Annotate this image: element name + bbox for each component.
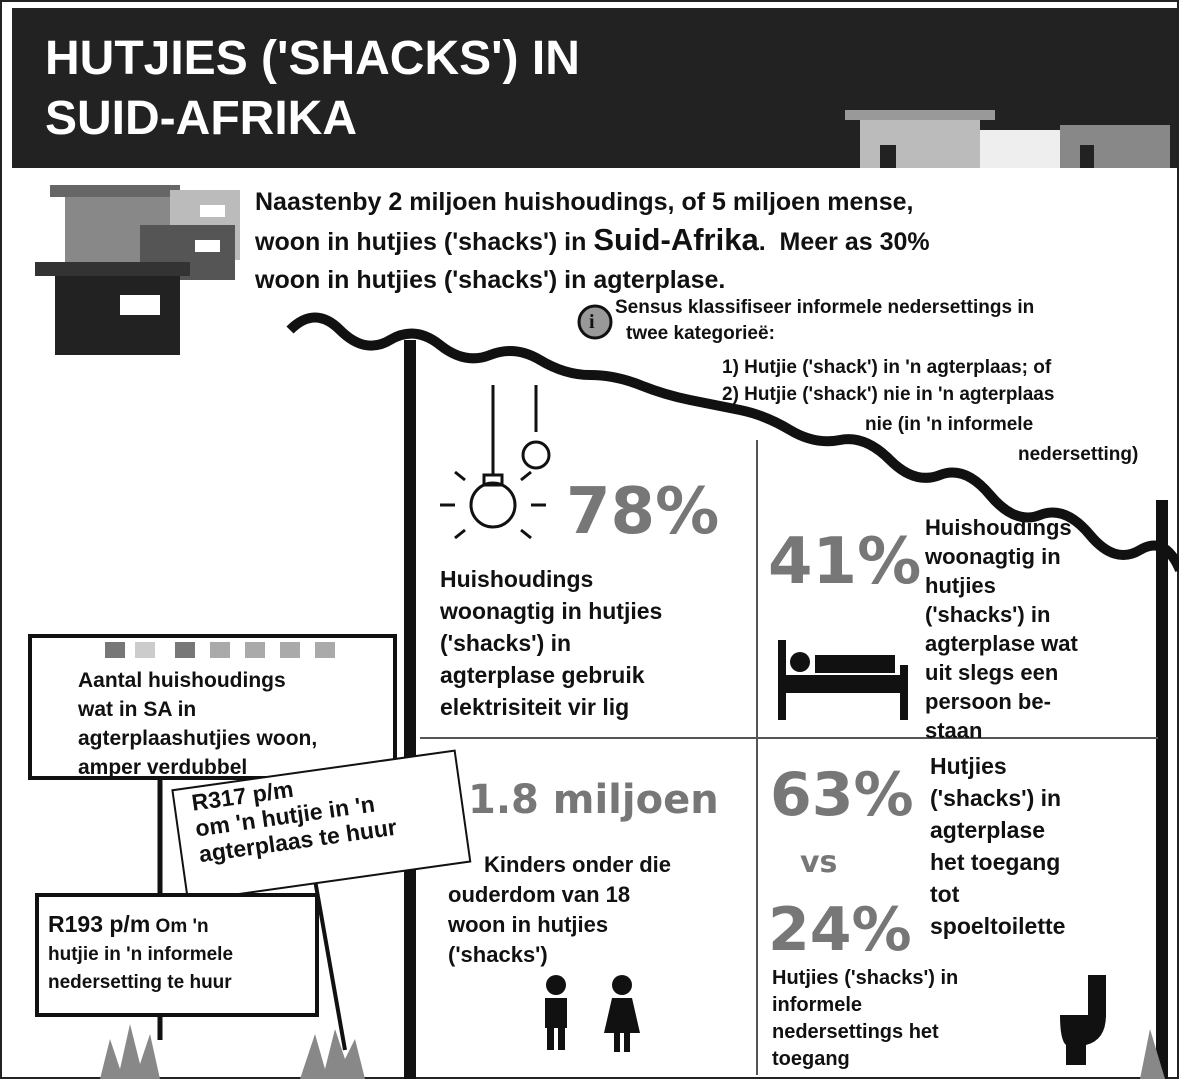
- sign-note: Om 'n: [155, 916, 209, 937]
- intro-text: woon in hutjies ('shacks') in: [255, 228, 587, 256]
- note-line: 1) Hutjie ('shack') in 'n agterplaas; of: [722, 357, 1052, 378]
- text-line: toegang: [772, 1048, 850, 1070]
- stat-text: Kinders onder die ouderdom van 18 woon in …: [448, 850, 671, 970]
- sign-blocks: [105, 642, 335, 658]
- text-line: elektrisiteit vir lig: [440, 694, 630, 720]
- stat-compare: vs: [800, 845, 838, 880]
- text-line: Huishoudings: [925, 515, 1072, 540]
- text-line: agterplaashutjies woon,: [78, 727, 318, 750]
- stat-value: 24%: [768, 895, 912, 965]
- text-line: Huishoudings: [440, 566, 594, 592]
- info-letter: i: [589, 311, 595, 333]
- intro-line: woon in hutjies ('shacks') in agterplase…: [255, 266, 726, 294]
- sign-rent-backyard: [171, 749, 472, 903]
- stat-value: 63%: [770, 760, 914, 830]
- text-line: informele: [772, 994, 863, 1016]
- sign-text: R193 p/m Om 'n hutjie in 'n informele ned…: [48, 910, 233, 997]
- text-line: Aantal huishoudings: [78, 669, 286, 692]
- text-line: amper verdubbel: [78, 756, 248, 779]
- text-line: hutjies: [925, 573, 996, 598]
- bulbs-icon: [440, 385, 551, 540]
- note-line: twee kategorieë:: [626, 323, 775, 344]
- sign-rent-informal: [35, 893, 319, 1017]
- stat-value: 78%: [566, 475, 720, 549]
- text-line: nedersettings het: [772, 1021, 939, 1043]
- info-icon: [577, 304, 613, 340]
- stat-value: 41%: [768, 525, 922, 599]
- text-line: agterplase gebruik: [440, 662, 645, 688]
- houses-icon: [35, 185, 240, 355]
- intro-text: . Meer as 30%: [758, 228, 930, 256]
- text-line: Kinders onder die: [484, 852, 672, 877]
- header-houses: [845, 110, 1170, 168]
- text-line: woonagtig in: [925, 544, 1061, 569]
- text-line: tot: [930, 881, 960, 907]
- toilet-icon: [1060, 975, 1106, 1065]
- text-line: woon in hutjies: [448, 912, 609, 937]
- intro-line: Naastenby 2 miljoen huishoudings, of 5 m…: [255, 188, 914, 216]
- note-line: 2) Hutjie ('shack') nie in 'n agterplaas: [722, 384, 1055, 405]
- roof-wave: [286, 312, 1179, 573]
- text-line: staan: [925, 718, 983, 743]
- sign-board: [28, 634, 397, 780]
- title: HUTJIES ('SHACKS') IN SUID-AFRIKA: [45, 35, 580, 143]
- text-line: uit slegs een: [925, 660, 1059, 685]
- sign-price: R193 p/m: [48, 911, 151, 937]
- intro-emphasis: Suid-Afrika: [593, 222, 759, 257]
- title-line: SUID-AFRIKA: [45, 92, 357, 145]
- grass: [100, 1024, 1165, 1079]
- stat-text: Hutjies ('shacks') in agterplase het toegan…: [930, 750, 1065, 942]
- sign-post: [313, 879, 347, 1051]
- text-line: agterplase: [930, 817, 1046, 843]
- text-line: agterplase wat: [925, 631, 1078, 656]
- stat-text: Hutjies ('shacks') in informele nedersetti…: [772, 965, 958, 1073]
- text-line: wat in SA in: [78, 698, 197, 721]
- text-line: hutjie in 'n informele: [48, 944, 234, 965]
- stat-value: 1.8 miljoen: [468, 777, 719, 823]
- children-icon: [545, 975, 640, 1052]
- text-line: Hutjies ('shacks') in: [772, 967, 959, 989]
- note-line: nedersetting): [1018, 444, 1139, 465]
- text-line: woonagtig in hutjies: [440, 598, 663, 624]
- text-line: ('shacks') in: [930, 785, 1062, 811]
- text-line: het toegang: [930, 849, 1061, 875]
- text-line: Hutjies: [930, 753, 1007, 779]
- note-line: nie (in 'n informele: [865, 414, 1034, 435]
- text-line: nedersetting te huur: [48, 972, 232, 993]
- text-line: ouderdom van 18: [448, 882, 631, 907]
- text-line: spoeltoilette: [930, 913, 1066, 939]
- bed-icon: [778, 640, 908, 720]
- text-line: ('shacks') in: [925, 602, 1051, 627]
- text-line: ('shacks'): [448, 942, 548, 967]
- text-line: ('shacks') in: [440, 630, 572, 656]
- text-line: persoon be-: [925, 689, 1051, 714]
- stat-text: Huishoudings woonagtig in hutjies ('shacks…: [440, 563, 662, 723]
- stat-text: Huishoudings woonagtig in hutjies ('shacks'…: [925, 513, 1078, 745]
- sign-text: Aantal huishoudings wat in SA in agterplaa…: [78, 666, 317, 782]
- title-line: HUTJIES ('SHACKS') IN: [45, 32, 580, 85]
- intro: Naastenby 2 miljoen huishoudings, of 5 m…: [255, 183, 930, 299]
- note-line: Sensus klassifiseer informele nedersetti…: [615, 297, 1035, 318]
